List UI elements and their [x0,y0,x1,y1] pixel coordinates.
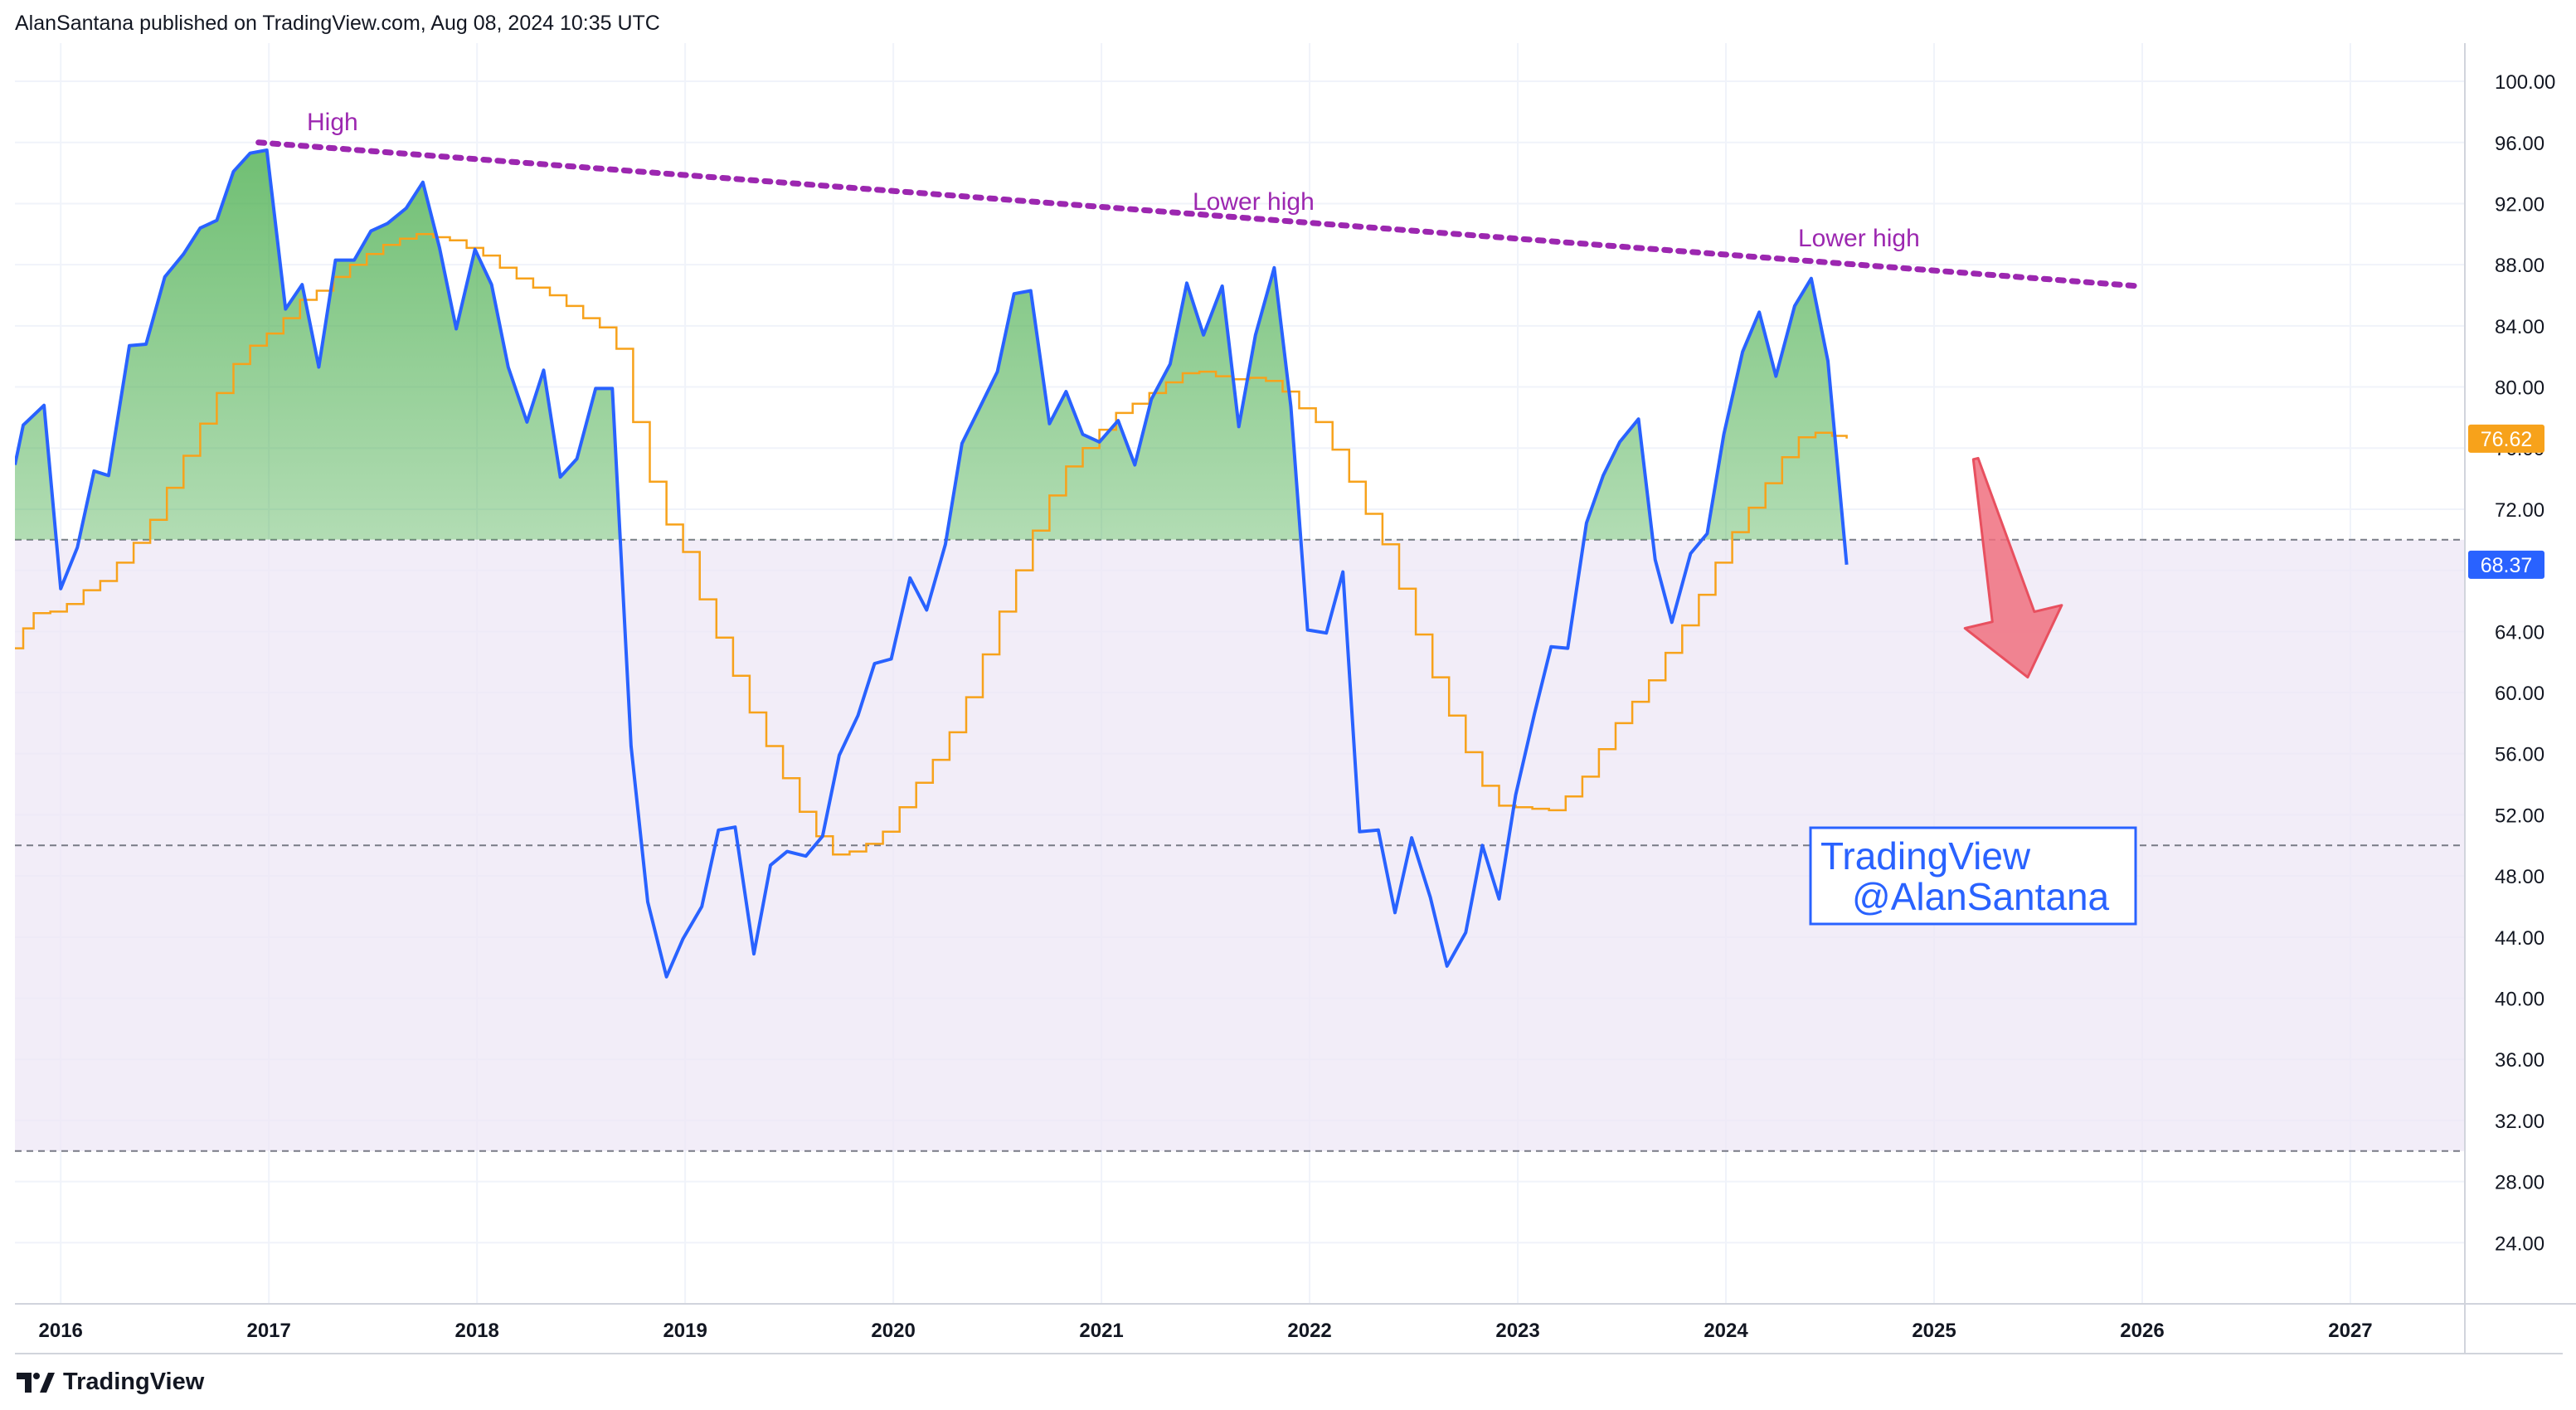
price-tick-label: 100.00 [2495,71,2555,94]
time-tick-label: 2025 [1912,1320,1956,1342]
overbought-area-fill [15,150,1845,540]
price-tick-label: 28.00 [2495,1172,2544,1194]
price-tick-label: 24.00 [2495,1233,2544,1255]
price-tick-label: 44.00 [2495,927,2544,950]
price-tick-label: 48.00 [2495,866,2544,888]
publisher-header: AlanSantana published on TradingView.com… [15,12,660,35]
time-tick-label: 2019 [663,1320,707,1342]
footer-branding: TradingView [15,1369,204,1396]
price-axis[interactable]: 100.0096.0092.0088.0084.0080.0076.0072.0… [2495,71,2555,1255]
time-tick-label: 2022 [1287,1320,1331,1342]
time-tick-label: 2026 [2120,1320,2164,1342]
price-label-box [2468,424,2544,453]
rsi-line [15,148,1849,979]
price-tick-label: 52.00 [2495,805,2544,827]
tradingview-logo-icon [17,1372,55,1393]
price-tick-label: 88.00 [2495,255,2544,277]
watermark-box: TradingView @AlanSantana [1809,826,2137,926]
down-arrow-icon [1963,456,2063,679]
descending-trendline [255,139,2141,289]
time-tick-label: 2021 [1079,1320,1123,1342]
price-tick-label: 64.00 [2495,621,2544,644]
price-label-value: 68.37 [2481,554,2533,577]
price-tick-label: 40.00 [2495,989,2544,1011]
price-label-value: 76.62 [2481,428,2533,451]
watermark-line-2: @AlanSantana [1852,875,2110,918]
price-tick-label: 84.00 [2495,316,2544,338]
time-axis[interactable]: 2016 2017 2018 2019 2020 2021 2022 2023 2024 2025… [39,1320,2373,1342]
down-arrow-shape [1963,456,2063,679]
time-tick-label: 2020 [871,1320,915,1342]
annotation-lower-high-1: Lower high [1193,188,1315,216]
annotation-high: High [307,109,358,136]
price-tick-label: 60.00 [2495,683,2544,705]
price-labels: 76.62 68.37 [2468,424,2544,579]
annotation-lower-high-2: Lower high [1798,225,1920,252]
time-tick-label: 2016 [39,1320,83,1342]
price-tick-label: 92.00 [2495,193,2544,216]
watermark-line-1: TradingView [1820,834,2031,878]
time-tick-label: 2017 [246,1320,290,1342]
footer-brand-text: TradingView [63,1369,205,1395]
chart-area[interactable]: High Lower high Lower high TradingView @… [0,0,2576,1360]
price-tick-label: 80.00 [2495,377,2544,400]
time-tick-label: 2023 [1495,1320,1539,1342]
price-tick-label: 36.00 [2495,1049,2544,1072]
time-tick-label: 2024 [1704,1320,1748,1342]
time-tick-label: 2018 [454,1320,498,1342]
price-tick-label: 96.00 [2495,133,2544,155]
rsi-moving-average-line [15,233,1848,856]
price-label-box [2468,550,2544,579]
price-tick-label: 72.00 [2495,499,2544,522]
price-tick-label: 32.00 [2495,1111,2544,1133]
time-tick-label: 2027 [2328,1320,2372,1342]
price-tick-label: 56.00 [2495,744,2544,766]
